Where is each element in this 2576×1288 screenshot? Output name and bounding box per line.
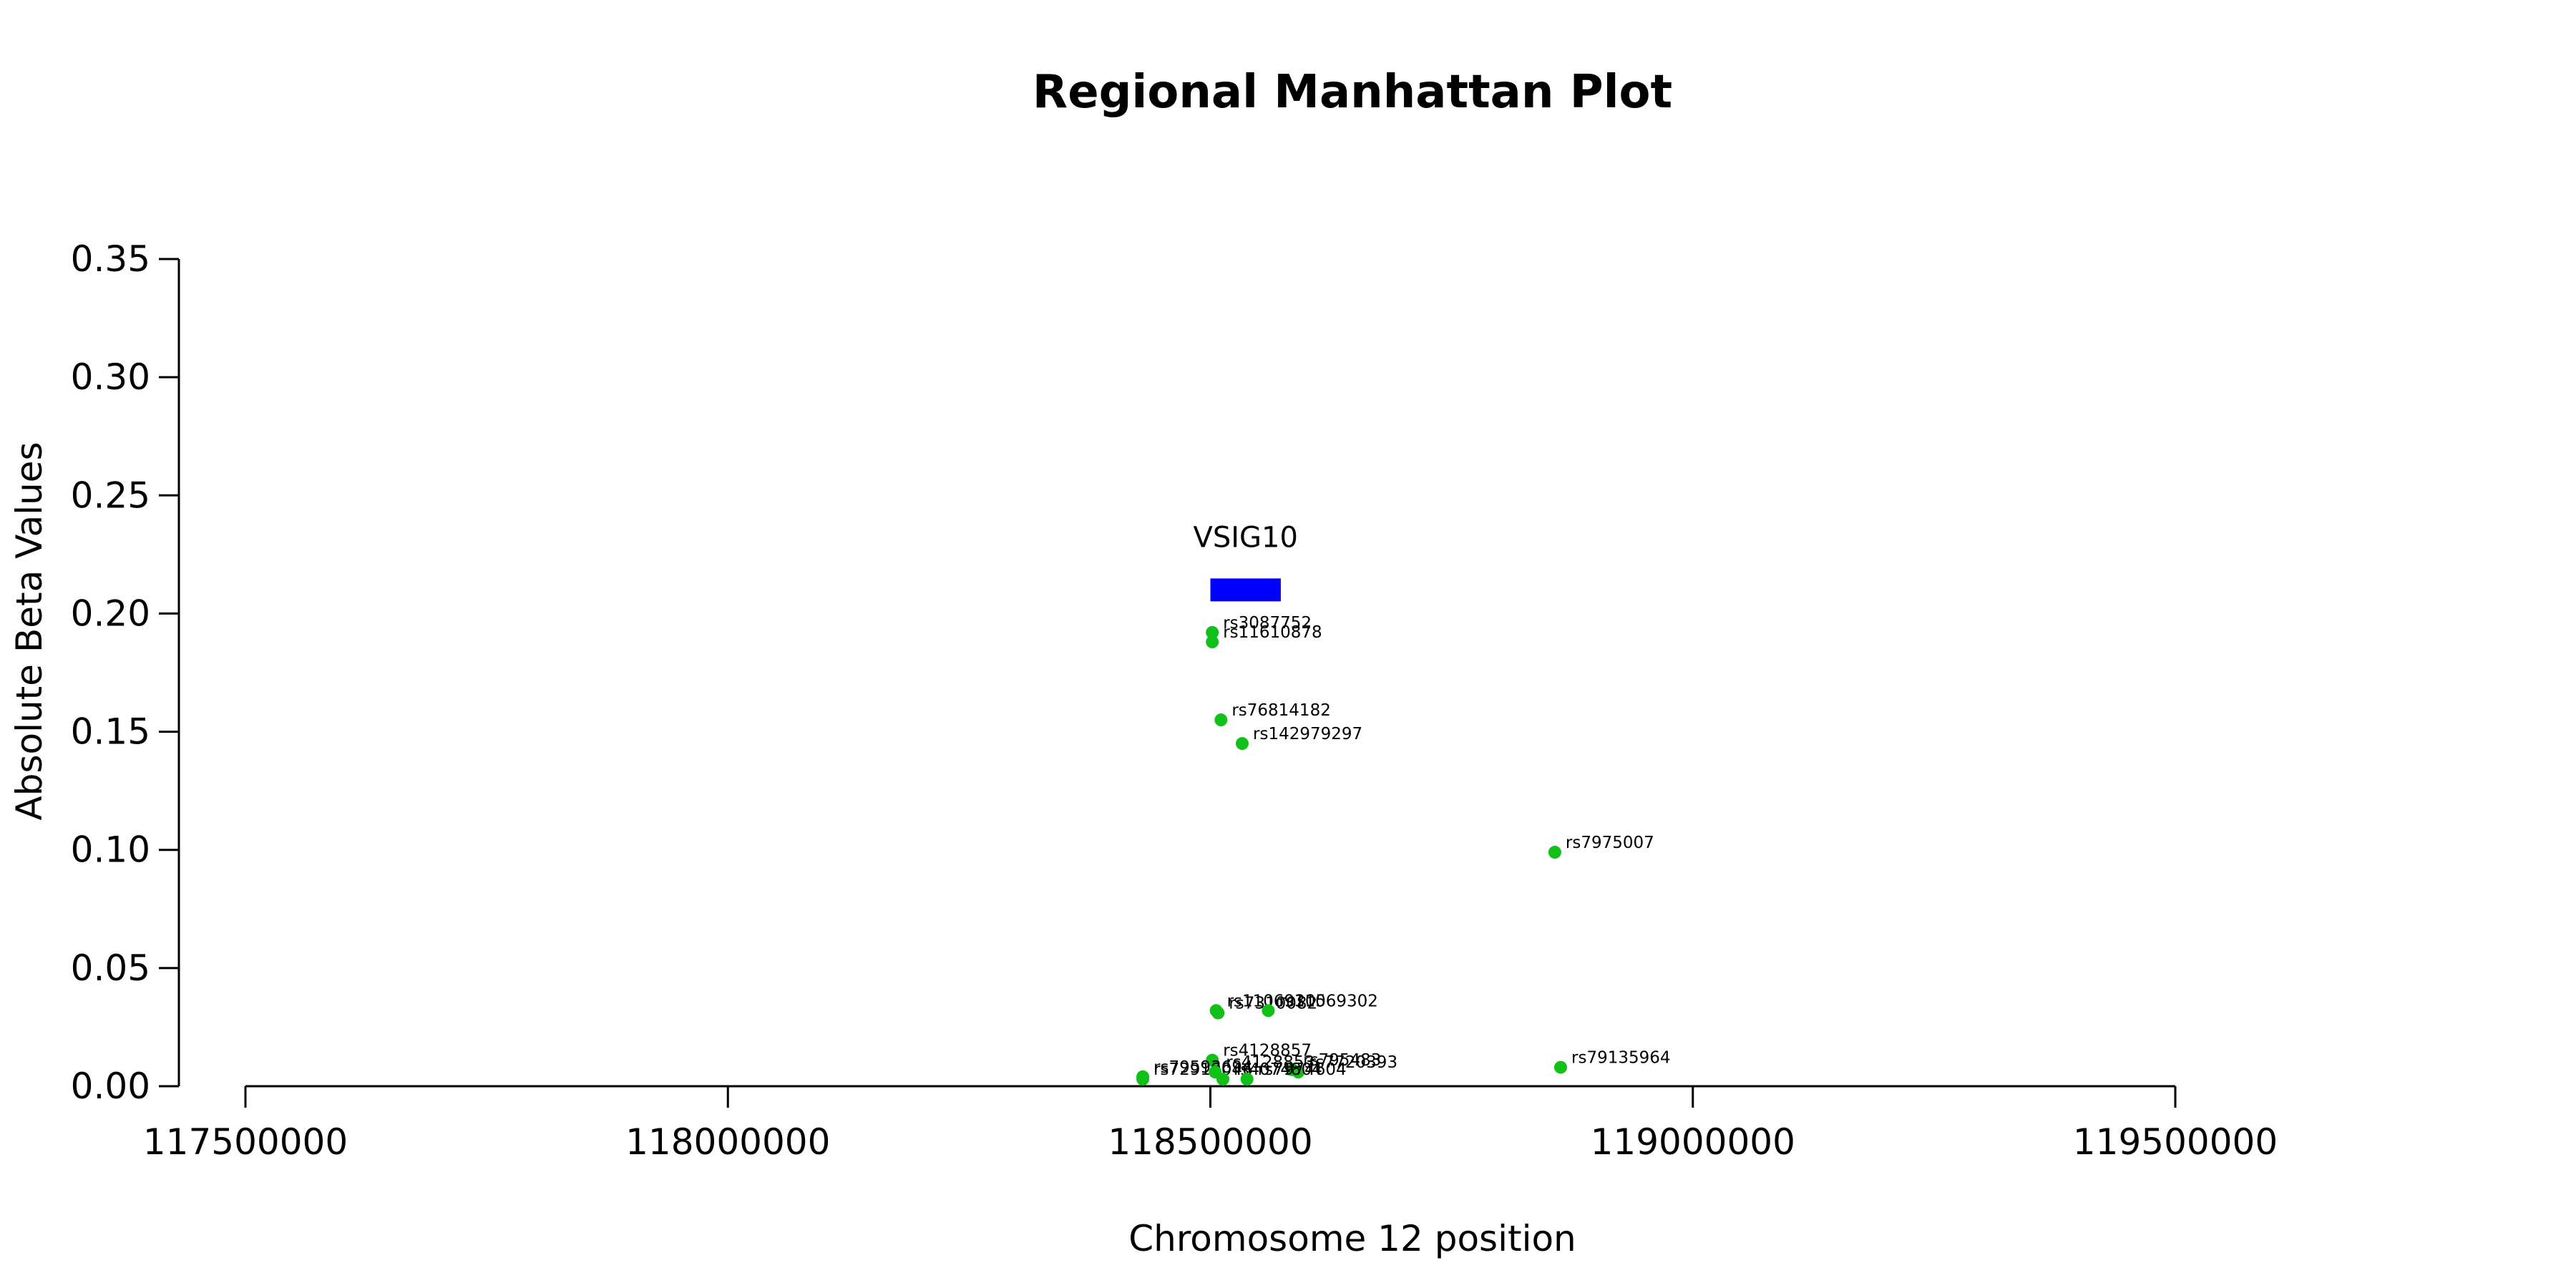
gene-track: VSIG10 <box>1193 521 1298 602</box>
y-tick-label: 0.15 <box>71 711 150 753</box>
x-tick-label: 118500000 <box>1108 1121 1312 1163</box>
y-tick-label: 0.35 <box>71 238 150 280</box>
point-label: rs76814182 <box>1231 701 1331 720</box>
data-point <box>1236 737 1249 751</box>
data-point <box>1211 1006 1225 1020</box>
data-point <box>1262 1004 1275 1018</box>
point-label: rs11069305 <box>1227 992 1327 1010</box>
point-label: rs11069302 <box>1279 992 1378 1010</box>
data-point <box>1206 1053 1219 1067</box>
point-label: rs72919046 <box>1153 1060 1253 1079</box>
point-label: rs795483 <box>1303 1051 1381 1070</box>
point-label: rs3087752 <box>1223 614 1312 633</box>
data-point <box>1554 1060 1568 1074</box>
data-point <box>1240 1073 1254 1086</box>
point-label: rs4128857 <box>1223 1042 1312 1060</box>
chart-title: Regional Manhattan Plot <box>1033 66 1672 119</box>
point-label: rs7974604 <box>1258 1060 1347 1079</box>
y-tick-label: 0.25 <box>71 474 150 516</box>
data-point <box>1136 1073 1150 1086</box>
data-point <box>1292 1065 1305 1079</box>
x-axis-label: Chromosome 12 position <box>1128 1218 1576 1259</box>
y-axis-label: Absolute Beta Values <box>9 442 50 821</box>
point-label: rs79593694 <box>1153 1058 1253 1077</box>
gene-bar <box>1210 578 1281 602</box>
x-tick-label: 118000000 <box>625 1121 830 1163</box>
data-point <box>1206 625 1219 639</box>
point-label: rs7720393 <box>1309 1053 1397 1072</box>
point-label: rs11610878 <box>1223 623 1322 642</box>
point-label: rs4128853 <box>1226 1053 1314 1072</box>
axes: 0.00 0.05 0.10 0.15 0.20 0.25 0.30 0.35 11750000… <box>71 238 2278 1163</box>
y-tick-label: 0.10 <box>71 829 150 871</box>
y-tick-label: 0.05 <box>71 947 150 989</box>
data-point <box>1214 713 1228 727</box>
y-tick-label: 0.30 <box>71 356 150 398</box>
data-point <box>1216 1073 1230 1086</box>
point-label: rs79135964 <box>1571 1049 1671 1068</box>
data-point <box>1548 846 1561 859</box>
gene-label: VSIG10 <box>1193 521 1297 554</box>
y-tick-label: 0.20 <box>71 592 150 634</box>
x-tick-label: 119000000 <box>1591 1121 1795 1163</box>
point-label: rs142979297 <box>1253 725 1362 743</box>
y-tick-label: 0.00 <box>71 1065 150 1107</box>
data-point <box>1206 635 1219 649</box>
point-label: rs7975007 <box>1566 834 1654 852</box>
x-tick-label: 119500000 <box>2073 1121 2278 1163</box>
x-tick-label: 117500000 <box>143 1121 348 1163</box>
